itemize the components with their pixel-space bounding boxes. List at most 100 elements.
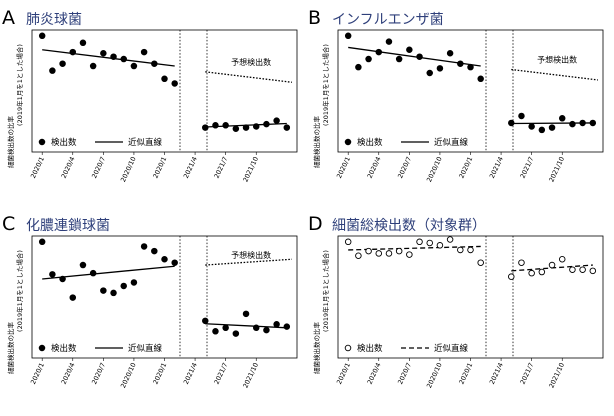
data-point <box>446 49 454 57</box>
data-point <box>110 289 117 297</box>
legend-label-points: 検出数 <box>357 137 383 148</box>
data-point <box>79 261 87 269</box>
x-tick-label: 2020/1 <box>457 155 474 179</box>
data-point <box>59 60 66 67</box>
data-point <box>140 48 148 56</box>
projection-line <box>205 71 292 83</box>
data-point <box>89 62 97 70</box>
data-point <box>477 259 484 266</box>
data-point <box>100 49 107 57</box>
x-tick-label: 2021/7 <box>213 155 230 179</box>
data-point <box>538 126 546 134</box>
data-point <box>151 60 158 67</box>
y-axis-label: (2019年1月を1とした場合) <box>15 250 24 332</box>
data-point <box>212 328 219 335</box>
data-point <box>252 324 260 332</box>
x-tick-label: 2020/10 <box>119 155 138 183</box>
projection-annotation: 予想検出数 <box>537 55 577 65</box>
data-point <box>579 266 586 273</box>
data-point <box>416 53 423 60</box>
y-axis-label-secondary: 細菌検出数の比率 <box>6 322 15 375</box>
data-point <box>436 242 444 249</box>
x-tick-label: 2021/10 <box>241 155 260 183</box>
x-tick-label: 2020/1 <box>29 361 46 385</box>
trend-line-pre <box>348 245 481 251</box>
data-point <box>263 326 270 334</box>
data-point <box>100 287 107 294</box>
data-point <box>222 324 229 332</box>
data-point <box>171 80 178 87</box>
data-point <box>477 75 484 83</box>
data-point <box>457 60 464 67</box>
data-point <box>120 282 127 290</box>
x-tick-label: 2021/7 <box>519 361 536 385</box>
x-tick-label: 2020/1 <box>29 155 46 179</box>
x-tick-label: 2021/7 <box>519 155 536 179</box>
plot-frame <box>31 29 298 153</box>
data-point <box>140 243 148 250</box>
data-point <box>518 259 525 266</box>
data-point <box>49 67 56 74</box>
data-point <box>436 65 444 72</box>
panel-b: B インフルエンザ菌 (2019年1月を1とした場合)細菌検出数の比率 2020/1 2… <box>308 7 604 183</box>
panel-c: C 化膿連鎖球菌 (2019年1月を1とした場合)細菌検出数の比率 2020/1 202… <box>2 213 298 389</box>
x-tick-label: 2020/10 <box>425 155 444 183</box>
data-point <box>508 273 515 280</box>
projection-line <box>205 258 292 266</box>
data-point <box>395 247 403 255</box>
data-point <box>355 63 362 71</box>
panel-title: インフルエンザ菌 <box>332 12 444 28</box>
data-point <box>569 120 576 128</box>
data-point <box>508 119 515 127</box>
x-tick-label: 2020/1 <box>335 155 352 179</box>
data-point <box>49 271 56 278</box>
legend-marker <box>38 344 46 352</box>
projection-annotation: 予想検出数 <box>231 57 271 67</box>
x-tick-label: 2021/7 <box>213 361 230 385</box>
legend-label-line: 近似直線 <box>434 137 469 148</box>
data-point <box>467 63 474 71</box>
data-point <box>344 238 352 246</box>
x-tick-label: 2020/1 <box>457 361 474 385</box>
y-axis-label-secondary: 細菌検出数の比率 <box>6 116 15 169</box>
data-point <box>558 255 566 263</box>
x-tick-label: 2021/4 <box>488 361 505 385</box>
x-tick-label: 2020/4 <box>366 361 383 385</box>
legend-marker <box>344 344 352 352</box>
panel-title: 化膿連鎖球菌 <box>26 218 110 234</box>
data-point <box>110 53 117 60</box>
data-point <box>151 247 158 255</box>
x-tick-label: 2021/4 <box>182 155 199 179</box>
data-point <box>528 123 535 130</box>
plot-frame <box>337 29 604 153</box>
data-point <box>548 261 556 269</box>
y-axis-label-secondary: 細菌検出数の比率 <box>312 322 321 375</box>
projection-line <box>511 68 598 81</box>
data-point <box>528 269 535 277</box>
data-point <box>385 38 393 45</box>
data-point <box>202 124 209 131</box>
data-point <box>242 310 250 318</box>
data-point <box>426 69 433 77</box>
data-point <box>212 122 219 129</box>
data-point <box>283 124 291 131</box>
x-tick-label: 2020/4 <box>366 155 383 179</box>
x-tick-label: 2021/10 <box>241 361 260 389</box>
data-point <box>232 330 240 337</box>
y-axis-label: (2019年1月を1とした場合) <box>15 44 24 126</box>
data-point <box>365 55 372 63</box>
x-tick-label: 2020/7 <box>396 361 413 385</box>
data-point <box>232 125 240 133</box>
data-point <box>579 119 586 127</box>
data-point <box>130 62 138 70</box>
data-point <box>202 317 209 325</box>
data-point <box>59 275 66 283</box>
data-point <box>283 323 291 330</box>
data-point <box>89 269 97 277</box>
data-point <box>222 122 229 129</box>
x-tick-label: 2020/1 <box>151 361 168 385</box>
data-point <box>457 246 464 254</box>
legend-label-line: 近似直線 <box>128 137 163 148</box>
legend-label-points: 検出数 <box>357 343 383 354</box>
y-axis-label: (2019年1月を1とした場合) <box>321 44 330 126</box>
